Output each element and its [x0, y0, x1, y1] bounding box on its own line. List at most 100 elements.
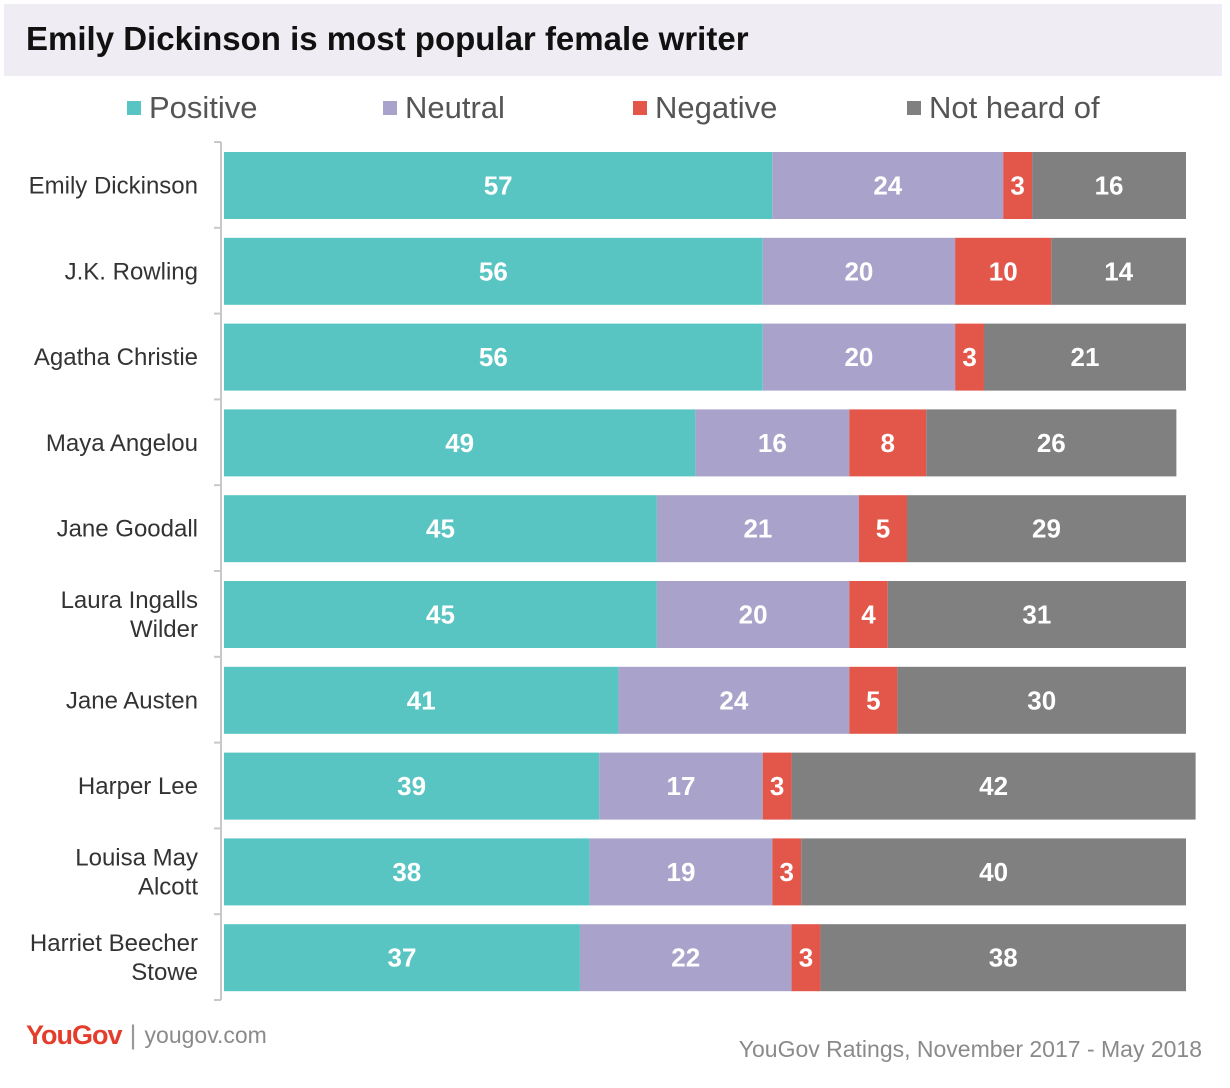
bar-negative — [858, 495, 908, 563]
bar-neutral — [656, 495, 859, 563]
category-label: Maya Angelou — [46, 430, 198, 457]
data-label-negative: 4 — [861, 600, 876, 630]
bar-positive — [224, 323, 763, 391]
bar-neutral — [762, 237, 956, 305]
bar-neutral — [772, 152, 1004, 219]
data-label-positive: 41 — [407, 685, 436, 715]
legend-label-not-heard-of: Not heard of — [929, 90, 1100, 125]
bar-neutral — [579, 924, 792, 992]
bar-negative — [849, 581, 888, 648]
bar-positive — [224, 409, 696, 477]
legend-label-positive: Positive — [149, 90, 258, 125]
bar-negative — [772, 838, 802, 906]
legend-item-neutral: Neutral — [383, 84, 505, 132]
data-label-neutral: 16 — [758, 428, 787, 458]
data-label-negative: 5 — [866, 685, 880, 715]
legend: Positive Neutral Negative Not heard of — [0, 84, 1230, 132]
data-label-positive: 38 — [392, 857, 421, 887]
data-label-negative: 3 — [780, 857, 794, 887]
data-label-neutral: 17 — [666, 771, 695, 801]
data-label-positive: 39 — [397, 771, 426, 801]
data-label-negative: 3 — [799, 943, 813, 973]
bar-negative — [849, 409, 927, 477]
category-label: Jane Goodall — [57, 516, 198, 543]
source-note: YouGov Ratings, November 2017 - May 2018 — [738, 1036, 1202, 1062]
data-label-negative: 5 — [876, 514, 890, 544]
data-label-not-heard-of: 16 — [1095, 171, 1124, 201]
title-band: Emily Dickinson is most popular female w… — [4, 4, 1222, 76]
bar-positive — [224, 924, 580, 992]
bar-neutral — [618, 666, 850, 734]
data-label-not-heard-of: 30 — [1027, 685, 1056, 715]
data-label-not-heard-of: 38 — [989, 943, 1018, 973]
data-label-negative: 3 — [1010, 171, 1024, 201]
category-label: Harper Lee — [78, 773, 198, 800]
bar-not-heard-of — [1051, 237, 1186, 305]
data-label-negative: 3 — [962, 342, 976, 372]
bar-not-heard-of — [801, 838, 1186, 906]
bar-not-heard-of — [907, 495, 1186, 563]
bar-negative — [955, 237, 1052, 305]
bar-neutral — [589, 838, 773, 906]
data-label-negative: 8 — [881, 428, 895, 458]
bar-not-heard-of — [887, 581, 1186, 648]
yougov-logo: YouGov — [26, 1020, 123, 1050]
data-label-neutral: 24 — [873, 171, 902, 201]
category-label: Agatha Christie — [34, 344, 198, 371]
bar-not-heard-of — [926, 409, 1177, 477]
bar-negative — [1003, 152, 1033, 219]
footer-url: yougov.com — [144, 1022, 267, 1048]
bar-not-heard-of — [983, 323, 1186, 391]
bar-not-heard-of — [1032, 152, 1186, 219]
legend-label-negative: Negative — [655, 90, 778, 125]
bar-negative — [849, 666, 898, 734]
bar-not-heard-of — [791, 752, 1196, 820]
category-label: Emily Dickinson — [29, 173, 198, 200]
legend-item-not-heard-of: Not heard of — [907, 84, 1100, 132]
footer-brand: YouGov | yougov.com — [26, 1020, 267, 1051]
legend-label-neutral: Neutral — [405, 90, 505, 125]
bar-negative — [791, 924, 821, 992]
chart-title: Emily Dickinson is most popular female w… — [26, 20, 749, 57]
data-label-positive: 45 — [426, 514, 455, 544]
data-label-neutral: 20 — [739, 600, 768, 630]
bar-neutral — [762, 323, 956, 391]
stacked-bar-chart: Emily Dickinson 57 24 3 16 J.K. Rowling 56 20 10… — [29, 141, 1196, 1001]
legend-item-positive: Positive — [127, 84, 258, 132]
category-label: Louisa May Alcott — [75, 844, 198, 900]
data-label-not-heard-of: 40 — [979, 857, 1008, 887]
data-label-not-heard-of: 29 — [1032, 514, 1061, 544]
data-label-not-heard-of: 42 — [979, 771, 1008, 801]
bar-neutral — [599, 752, 763, 820]
legend-item-negative: Negative — [633, 84, 777, 132]
bar-negative — [955, 323, 984, 391]
legend-swatch-not-heard-of — [907, 101, 921, 115]
legend-swatch-negative — [633, 101, 647, 115]
data-label-positive: 56 — [479, 256, 508, 286]
bar-neutral — [656, 581, 850, 648]
legend-swatch-positive — [127, 101, 141, 115]
data-label-neutral: 21 — [743, 514, 772, 544]
legend-swatch-neutral — [383, 101, 397, 115]
bar-not-heard-of — [897, 666, 1186, 734]
data-label-neutral: 22 — [671, 943, 700, 973]
data-label-not-heard-of: 31 — [1022, 600, 1051, 630]
category-label: Laura Ingalls Wilder — [61, 587, 198, 643]
bar-neutral — [695, 409, 850, 477]
bar-positive — [224, 666, 619, 734]
bar-positive — [224, 152, 773, 219]
footer-separator: | — [129, 1020, 137, 1050]
category-label: Harriet Beecher Stowe — [30, 930, 198, 986]
data-label-positive: 49 — [445, 428, 474, 458]
bar-negative — [762, 752, 792, 820]
bar-positive — [224, 838, 590, 906]
data-label-neutral: 20 — [844, 342, 873, 372]
data-label-positive: 37 — [388, 943, 417, 973]
category-label: J.K. Rowling — [65, 258, 198, 285]
data-label-negative: 10 — [989, 256, 1018, 286]
data-label-neutral: 24 — [719, 685, 748, 715]
category-label: Jane Austen — [66, 687, 198, 714]
data-label-not-heard-of: 26 — [1037, 428, 1066, 458]
bar-positive — [224, 495, 657, 563]
data-label-negative: 3 — [770, 771, 784, 801]
